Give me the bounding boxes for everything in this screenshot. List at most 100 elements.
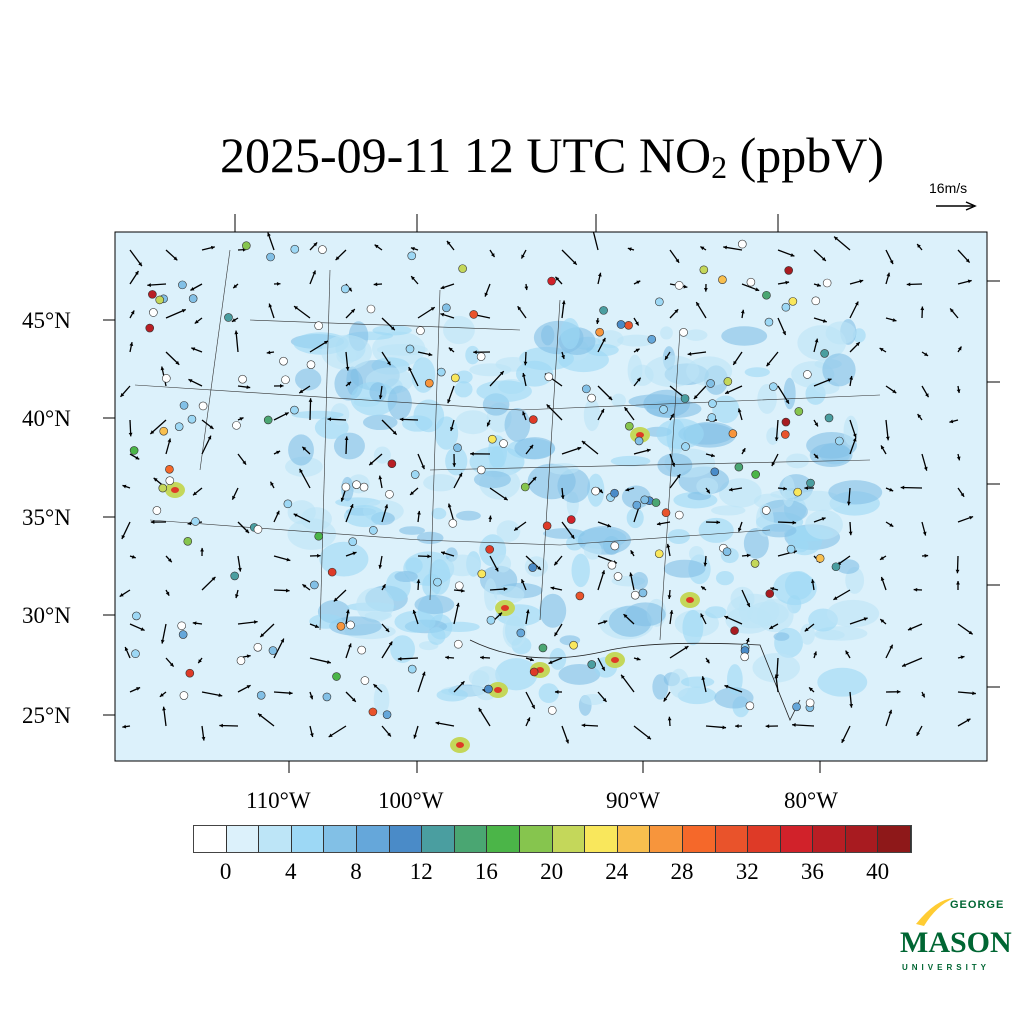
- lat-label-25n: 25°N: [22, 703, 71, 728]
- wind-arrow: [597, 657, 606, 671]
- colorbar-tick-label: 20: [540, 859, 564, 884]
- no2-patch: [610, 455, 651, 467]
- wind-arrow: [554, 276, 563, 285]
- wind-arrow: [257, 713, 275, 727]
- wind-arrow: [523, 351, 528, 366]
- wind-arrow: [597, 620, 608, 625]
- wind-arrow: [808, 686, 815, 693]
- no2-patch: [343, 505, 386, 528]
- wind-arrow: [160, 623, 167, 644]
- wind-arrow: [416, 579, 421, 591]
- wind-arrow: [268, 303, 275, 319]
- wind-arrow: [849, 419, 857, 438]
- no2-patch: [394, 570, 418, 583]
- no2-patch: [288, 434, 314, 466]
- station-marker: [679, 328, 688, 337]
- no2-patch: [826, 599, 880, 628]
- station-marker: [788, 297, 798, 306]
- station-marker: [132, 611, 141, 621]
- station-marker: [346, 620, 355, 630]
- station-marker: [191, 517, 200, 526]
- station-marker: [638, 588, 648, 598]
- station-marker: [738, 239, 747, 249]
- wind-arrow: [165, 438, 172, 455]
- state-border: [429, 289, 441, 601]
- wind-arrow: [849, 437, 857, 455]
- wind-arrow: [450, 419, 455, 432]
- wind-arrow: [192, 621, 203, 626]
- wind-arrow: [627, 247, 635, 252]
- reference-vector-label: 16m/s: [929, 180, 968, 196]
- wind-arrow: [417, 453, 425, 470]
- colorbar-swatch: [454, 826, 488, 852]
- station-marker: [634, 436, 644, 446]
- station-marker: [681, 442, 690, 451]
- no2-patch: [698, 517, 734, 543]
- station-marker: [794, 407, 804, 416]
- colorbar-tick-label: 36: [800, 859, 824, 884]
- station-marker: [476, 352, 486, 361]
- wind-arrow: [129, 686, 141, 693]
- wind-arrow: [813, 283, 821, 287]
- wind-arrow: [453, 588, 465, 593]
- wind-arrow: [597, 691, 607, 703]
- wind-arrow: [956, 385, 961, 394]
- wind-arrow: [804, 486, 815, 490]
- station-marker: [824, 413, 834, 423]
- no2-patch: [473, 470, 511, 489]
- station-marker: [806, 478, 815, 488]
- wind-arrow: [848, 521, 853, 536]
- station-marker: [765, 589, 775, 598]
- no2-patch: [495, 554, 512, 573]
- no2-patch: [705, 606, 727, 619]
- no2-patch: [309, 614, 343, 629]
- wind-arrow: [705, 657, 710, 664]
- wind-arrow: [525, 609, 530, 625]
- station-marker: [279, 356, 288, 366]
- wind-arrow: [901, 657, 923, 667]
- wind-arrow: [560, 487, 565, 500]
- wind-arrow: [906, 282, 923, 287]
- station-marker: [718, 275, 727, 285]
- state-border: [149, 519, 771, 546]
- no2-patch: [627, 354, 643, 386]
- wind-arrow: [957, 515, 974, 523]
- wind-arrow: [900, 485, 923, 490]
- no2-patch: [822, 353, 856, 387]
- station-marker: [484, 684, 493, 694]
- wind-arrow: [849, 341, 861, 353]
- station-marker: [831, 562, 841, 572]
- colorbar-tick-label: 8: [350, 859, 362, 884]
- station-marker: [450, 373, 460, 383]
- wind-arrow: [813, 419, 819, 427]
- station-marker: [149, 308, 158, 317]
- wind-arrow: [197, 657, 203, 664]
- wind-arrow: [669, 610, 674, 625]
- station-marker: [340, 284, 350, 294]
- station-marker: [187, 414, 197, 424]
- wind-arrow: [724, 684, 743, 693]
- station-marker: [762, 290, 771, 300]
- station-marker: [359, 482, 369, 492]
- wind-arrow: [879, 618, 887, 625]
- wind-arrow: [663, 691, 671, 702]
- no2-patch: [394, 610, 436, 633]
- wind-arrow: [237, 555, 242, 572]
- wind-arrow: [885, 385, 897, 394]
- wind-arrow: [957, 718, 971, 727]
- no2-patch: [583, 541, 602, 560]
- wind-arrow: [299, 468, 311, 489]
- wind-arrow: [957, 623, 974, 635]
- wind-arrow: [921, 553, 929, 558]
- wind-arrow: [453, 680, 465, 693]
- wind-arrow: [917, 413, 923, 421]
- wind-arrow: [885, 521, 894, 528]
- station-marker: [458, 264, 467, 273]
- wind-arrow: [705, 520, 721, 525]
- wind-arrow: [561, 725, 569, 744]
- colorbar: [193, 825, 913, 853]
- no2-patch: [427, 627, 446, 645]
- no2-patch: [455, 370, 473, 384]
- station-marker: [230, 571, 239, 581]
- station-marker: [654, 549, 664, 559]
